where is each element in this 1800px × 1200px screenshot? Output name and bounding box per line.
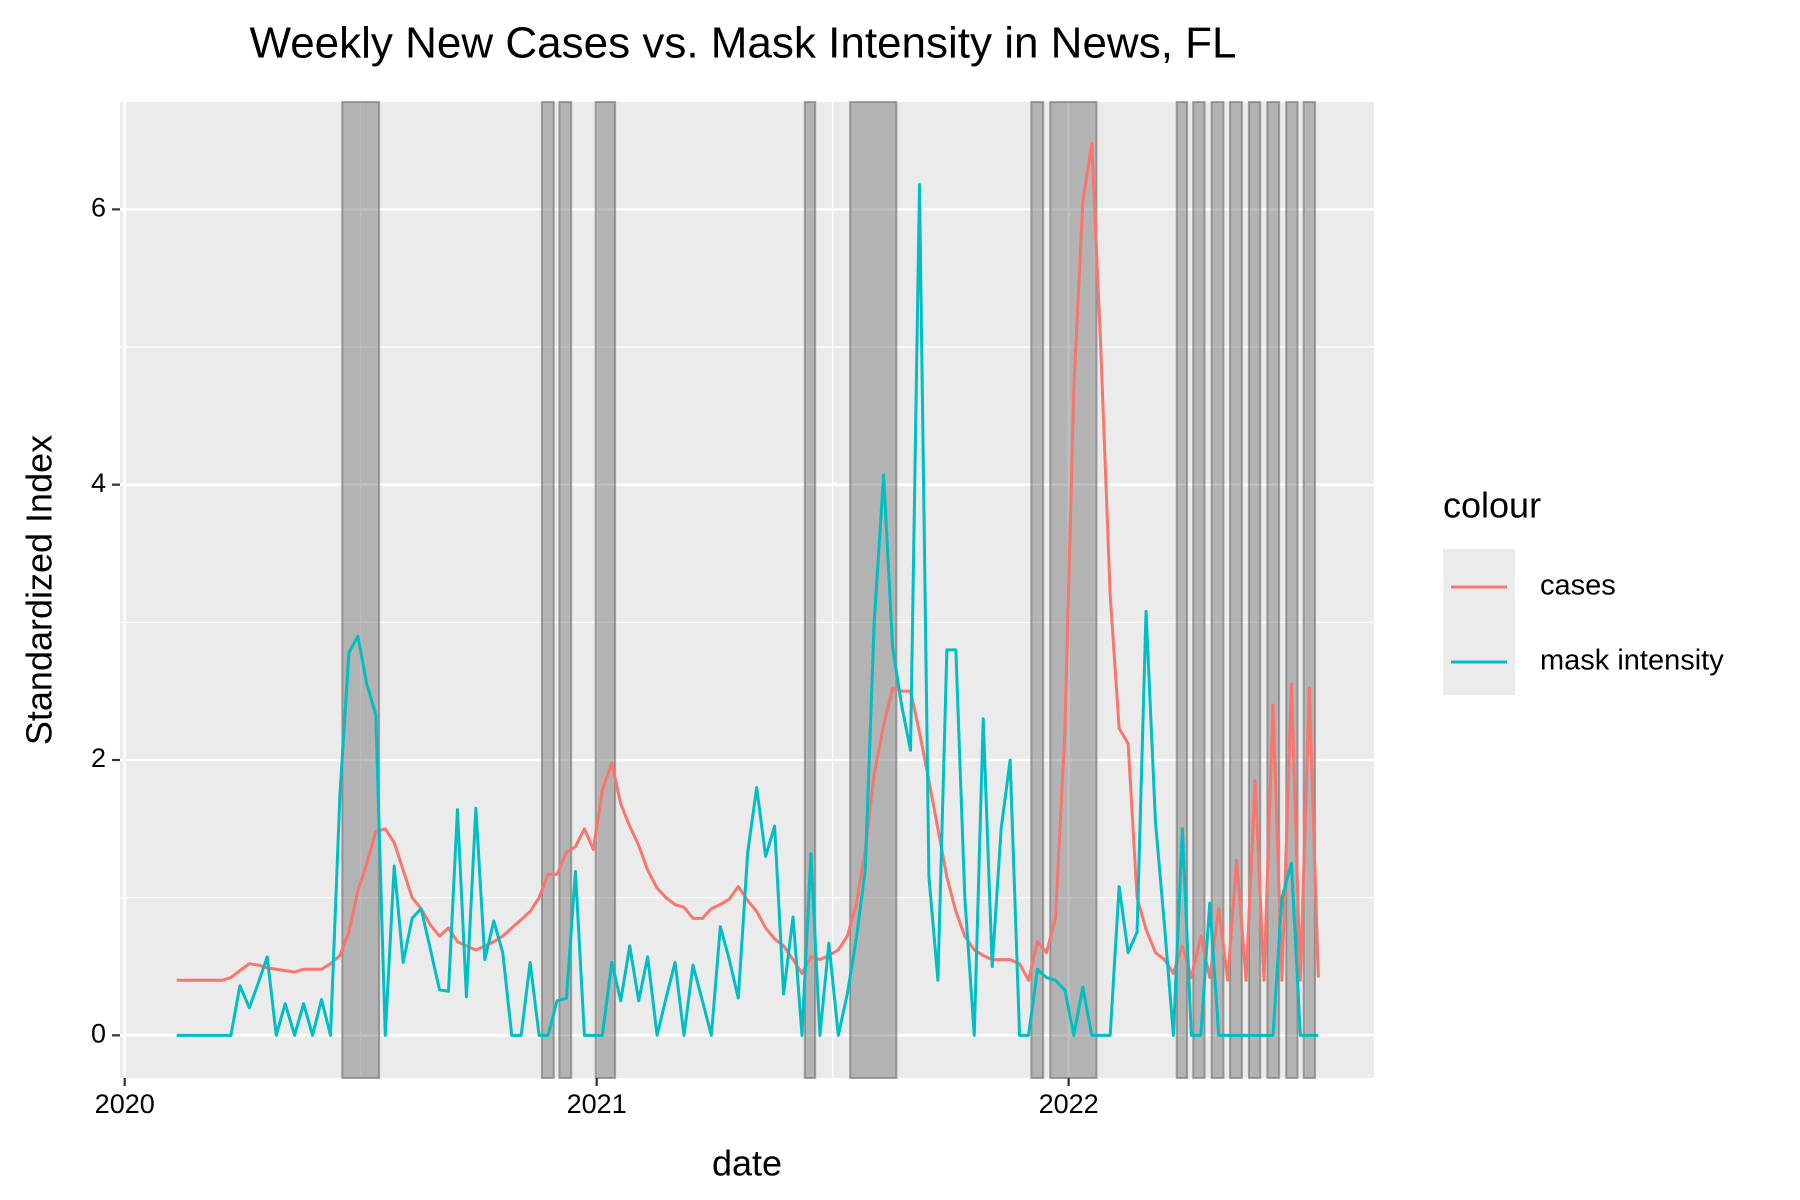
shaded-period [341, 101, 381, 1079]
lines [176, 141, 1320, 1037]
shaded-period [1049, 101, 1098, 1079]
legend: colour cases mask intensity [1443, 485, 1724, 695]
y-axis-label: Standardized Index [19, 435, 60, 745]
legend-label: mask intensity [1540, 645, 1724, 677]
shaded-periods [341, 101, 1317, 1079]
x-tick-label: 2020 [95, 1089, 155, 1119]
y-tick-label: 4 [91, 468, 106, 498]
shaded-period [1285, 101, 1299, 1079]
y-tick-label: 6 [91, 192, 106, 222]
shaded-period [1302, 101, 1317, 1079]
y-tick-label: 0 [91, 1018, 106, 1048]
chart-title: Weekly New Cases vs. Mask Intensity in N… [249, 19, 1236, 68]
shaded-period [803, 101, 817, 1079]
shaded-period [1229, 101, 1243, 1079]
series-line [176, 183, 1319, 1037]
legend-label: cases [1540, 570, 1616, 602]
shaded-period [1210, 101, 1225, 1079]
grid [120, 102, 1374, 1078]
shaded-period [594, 101, 617, 1079]
shaded-period [1030, 101, 1045, 1079]
shaded-period [558, 101, 573, 1079]
series-line [176, 141, 1320, 982]
y-tick-label: 2 [91, 743, 106, 773]
legend-title: colour [1443, 485, 1541, 526]
x-tick-label: 2021 [567, 1089, 627, 1119]
shaded-period [1175, 101, 1189, 1079]
axes: 0 2 4 6 2020 2021 2022 [91, 192, 1099, 1119]
shaded-period [540, 101, 555, 1079]
x-tick-label: 2022 [1039, 1089, 1099, 1119]
shaded-period [1247, 101, 1262, 1079]
legend-key-background [1443, 549, 1515, 695]
shaded-period [1192, 101, 1206, 1079]
x-axis-label: date [712, 1143, 782, 1184]
shaded-period [1266, 101, 1281, 1079]
